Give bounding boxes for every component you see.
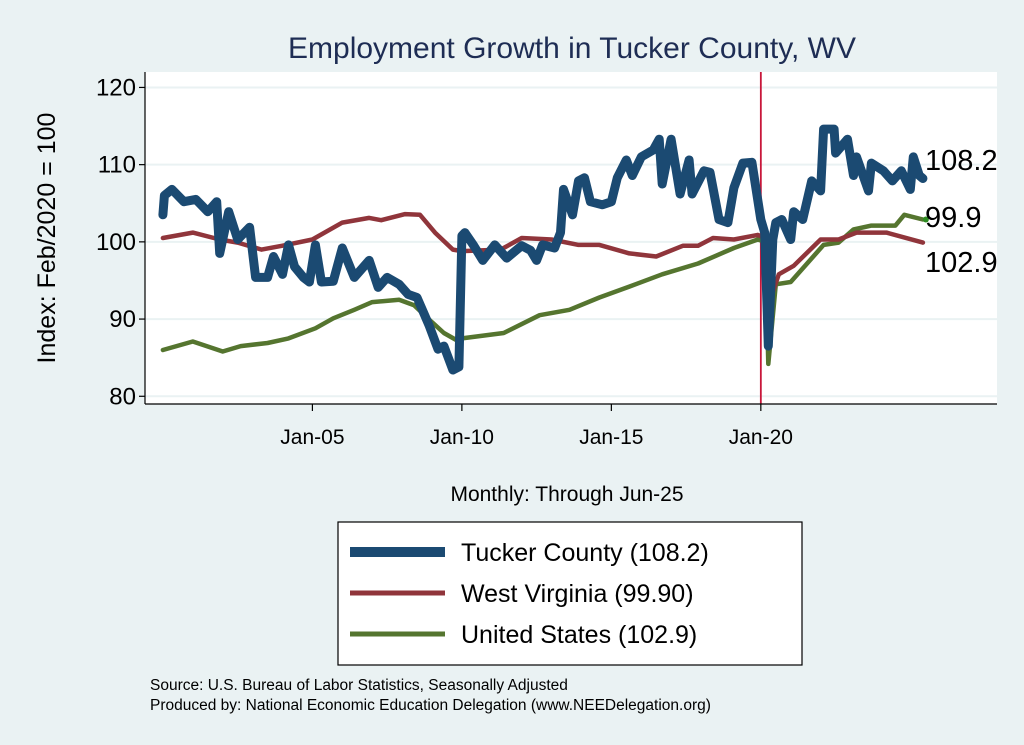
legend-label: West Virginia (99.90) [461, 580, 694, 608]
x-tick-label: Jan-10 [430, 426, 494, 449]
legend-label: Tucker County (108.2) [461, 539, 709, 567]
y-axis-label: Index: Feb/2020 = 100 [33, 113, 61, 364]
y-tick-label: 120 [96, 74, 136, 101]
end-label: 108.2 [925, 145, 998, 177]
series-line-west-virginia [160, 211, 926, 308]
us-end-marker [922, 216, 929, 223]
end-label: 102.9 [925, 247, 998, 279]
plot-area [145, 72, 997, 404]
y-tick-label: 110 [98, 152, 136, 179]
y-tick-label: 100 [96, 229, 136, 256]
x-tick-label: Jan-05 [280, 426, 344, 449]
legend-item: West Virginia (99.90) [350, 580, 694, 608]
series-line-united-states [160, 212, 926, 367]
end-label: 99.9 [925, 202, 981, 234]
legend-item: Tucker County (108.2) [350, 539, 709, 567]
y-tick-label: 80 [109, 383, 136, 410]
x-tick-label: Jan-20 [729, 426, 793, 449]
source-note: Source: U.S. Bureau of Labor Statistics,… [150, 677, 568, 694]
legend-item: United States (102.9) [350, 621, 697, 649]
y-tick-label: 90 [109, 306, 136, 333]
legend-label: United States (102.9) [461, 621, 697, 649]
produced-by-note: Produced by: National Economic Education… [150, 697, 711, 714]
x-axis-label: Monthly: Through Jun-25 [450, 483, 683, 506]
chart-title: Employment Growth in Tucker County, WV [288, 32, 856, 65]
x-tick-label: Jan-15 [579, 426, 643, 449]
series-line-tucker-county [158, 124, 928, 375]
